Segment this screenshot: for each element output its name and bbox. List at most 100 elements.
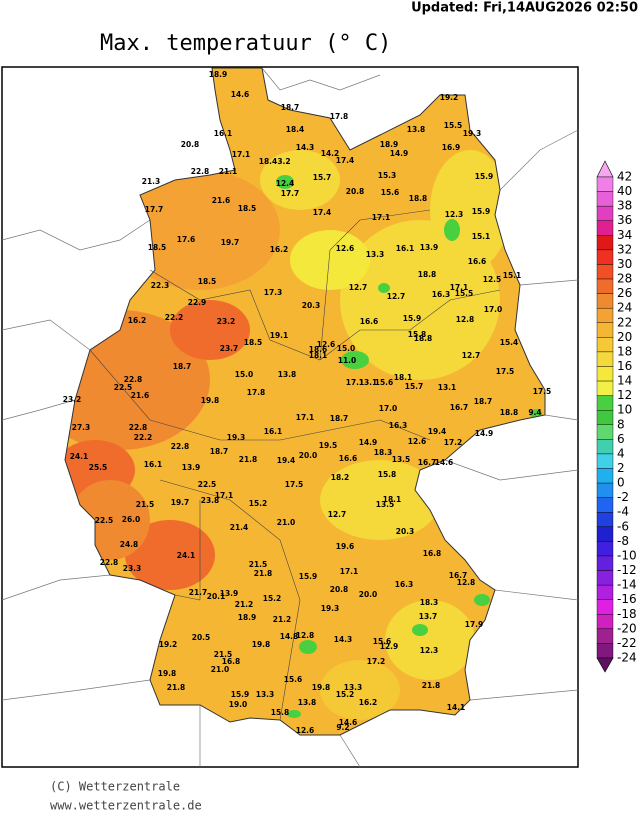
legend-label: -24 [617,651,637,665]
station-value: 21.4 [230,523,249,532]
legend-label: 28 [617,272,632,286]
station-value: 21.6 [212,196,231,205]
legend-label: 8 [617,417,625,431]
station-value: 22.5 [95,516,114,525]
station-value: 16.3 [432,290,451,299]
legend-label: 20 [617,330,632,344]
station-value: 18.4 [286,125,305,134]
station-value: 13.8 [407,125,426,134]
state-borders [89,209,501,721]
station-value: 18.8 [414,334,433,343]
station-value: 17.9 [465,620,484,629]
station-value: 14.2 [321,149,340,158]
station-value: 18.5 [148,243,167,252]
station-value: 14.3 [296,143,315,152]
station-value: 18.8 [500,408,519,417]
station-value: 23.8 [201,496,220,505]
legend-label: 16 [617,359,632,373]
legend-label: -12 [617,563,637,577]
legend-label: 42 [617,170,632,184]
station-value: 15.6 [373,637,392,646]
station-value: 15.8 [378,470,397,479]
station-value: 18.4 [259,157,278,166]
station-value: 17.1 [450,283,469,292]
station-value: 18.3 [374,448,393,457]
station-value: 9.4 [528,408,541,417]
station-value: 17.2 [444,438,463,447]
legend-band [596,322,614,338]
station-value: 19.3 [227,433,246,442]
station-value: 13.3 [344,683,363,692]
station-value: 19.4 [277,456,296,465]
station-value: 19.3 [463,129,482,138]
legend-band [596,278,614,294]
station-value: 12.6 [296,726,315,735]
legend-arrow [596,657,614,673]
legend-label: -18 [617,607,637,621]
station-value: 13.7 [419,612,438,621]
station-value: 18.8 [418,270,437,279]
station-value: 12.6 [408,437,427,446]
legend-band [596,555,614,571]
legend-label: 4 [617,446,625,460]
station-value: 21.5 [249,560,268,569]
station-value: 16.7 [449,571,468,580]
station-value: 12.3 [420,646,439,655]
station-value: 19.2 [440,93,459,102]
legend-band [596,497,614,513]
station-value: 17.0 [484,305,503,314]
station-value: 15.1 [472,232,491,241]
legend-label: 2 [617,461,625,475]
station-value: 17.1 [340,567,359,576]
station-value: 17.1 [296,413,315,422]
station-value: 20.1 [207,592,226,601]
legend-label: 18 [617,344,632,358]
neighbour-borders [1,67,579,768]
station-value: 16.3 [395,580,414,589]
station-value: 17.3 [264,288,283,297]
station-value: 22.5 [114,383,133,392]
station-value: 16.1 [396,244,415,253]
station-value: 19.7 [221,238,240,247]
station-value: 17.1 [372,213,391,222]
station-value: 17.4 [336,156,355,165]
legend-label: 10 [617,403,632,417]
legend-band [596,410,614,425]
station-value: 12.4 [276,179,295,188]
legend-label: -4 [617,505,629,519]
station-value: 14.3 [334,635,353,644]
station-value: 14.6 [435,458,454,467]
color-legend: 424038363432302826242220181614121086420-… [596,160,637,673]
station-value: 16.2 [128,316,147,325]
station-value: 15.2 [263,594,282,603]
station-value: 16.7 [450,403,469,412]
station-value: 16.6 [468,257,487,266]
station-value: 18.7 [173,362,192,371]
legend-label: 6 [617,432,625,446]
station-value: 18.9 [238,613,257,622]
legend-label: 24 [617,301,632,315]
station-value: 18.5 [244,338,263,347]
station-value: 9.2 [336,723,349,732]
legend-label: 30 [617,257,632,271]
station-value: 15.2 [336,690,355,699]
station-value: 20.3 [302,301,321,310]
legend-label: -2 [617,490,629,504]
station-value: 19.7 [171,498,190,507]
station-value: 13.1 [438,383,457,392]
station-value: 22.9 [188,298,207,307]
station-value: 15.0 [235,370,254,379]
station-value: 24.8 [120,540,139,549]
station-value: 12.8 [457,578,476,587]
station-value: 15.6 [375,378,394,387]
station-value: 15.6 [284,675,303,684]
legend-band [596,643,614,659]
legend-band [596,307,614,323]
legend-band [596,482,614,498]
station-value: 18.1 [309,351,328,360]
station-value: 17.1 [215,491,234,500]
station-value: 16.8 [423,549,442,558]
temperature-field [65,68,545,735]
station-value: 26.0 [122,515,141,524]
